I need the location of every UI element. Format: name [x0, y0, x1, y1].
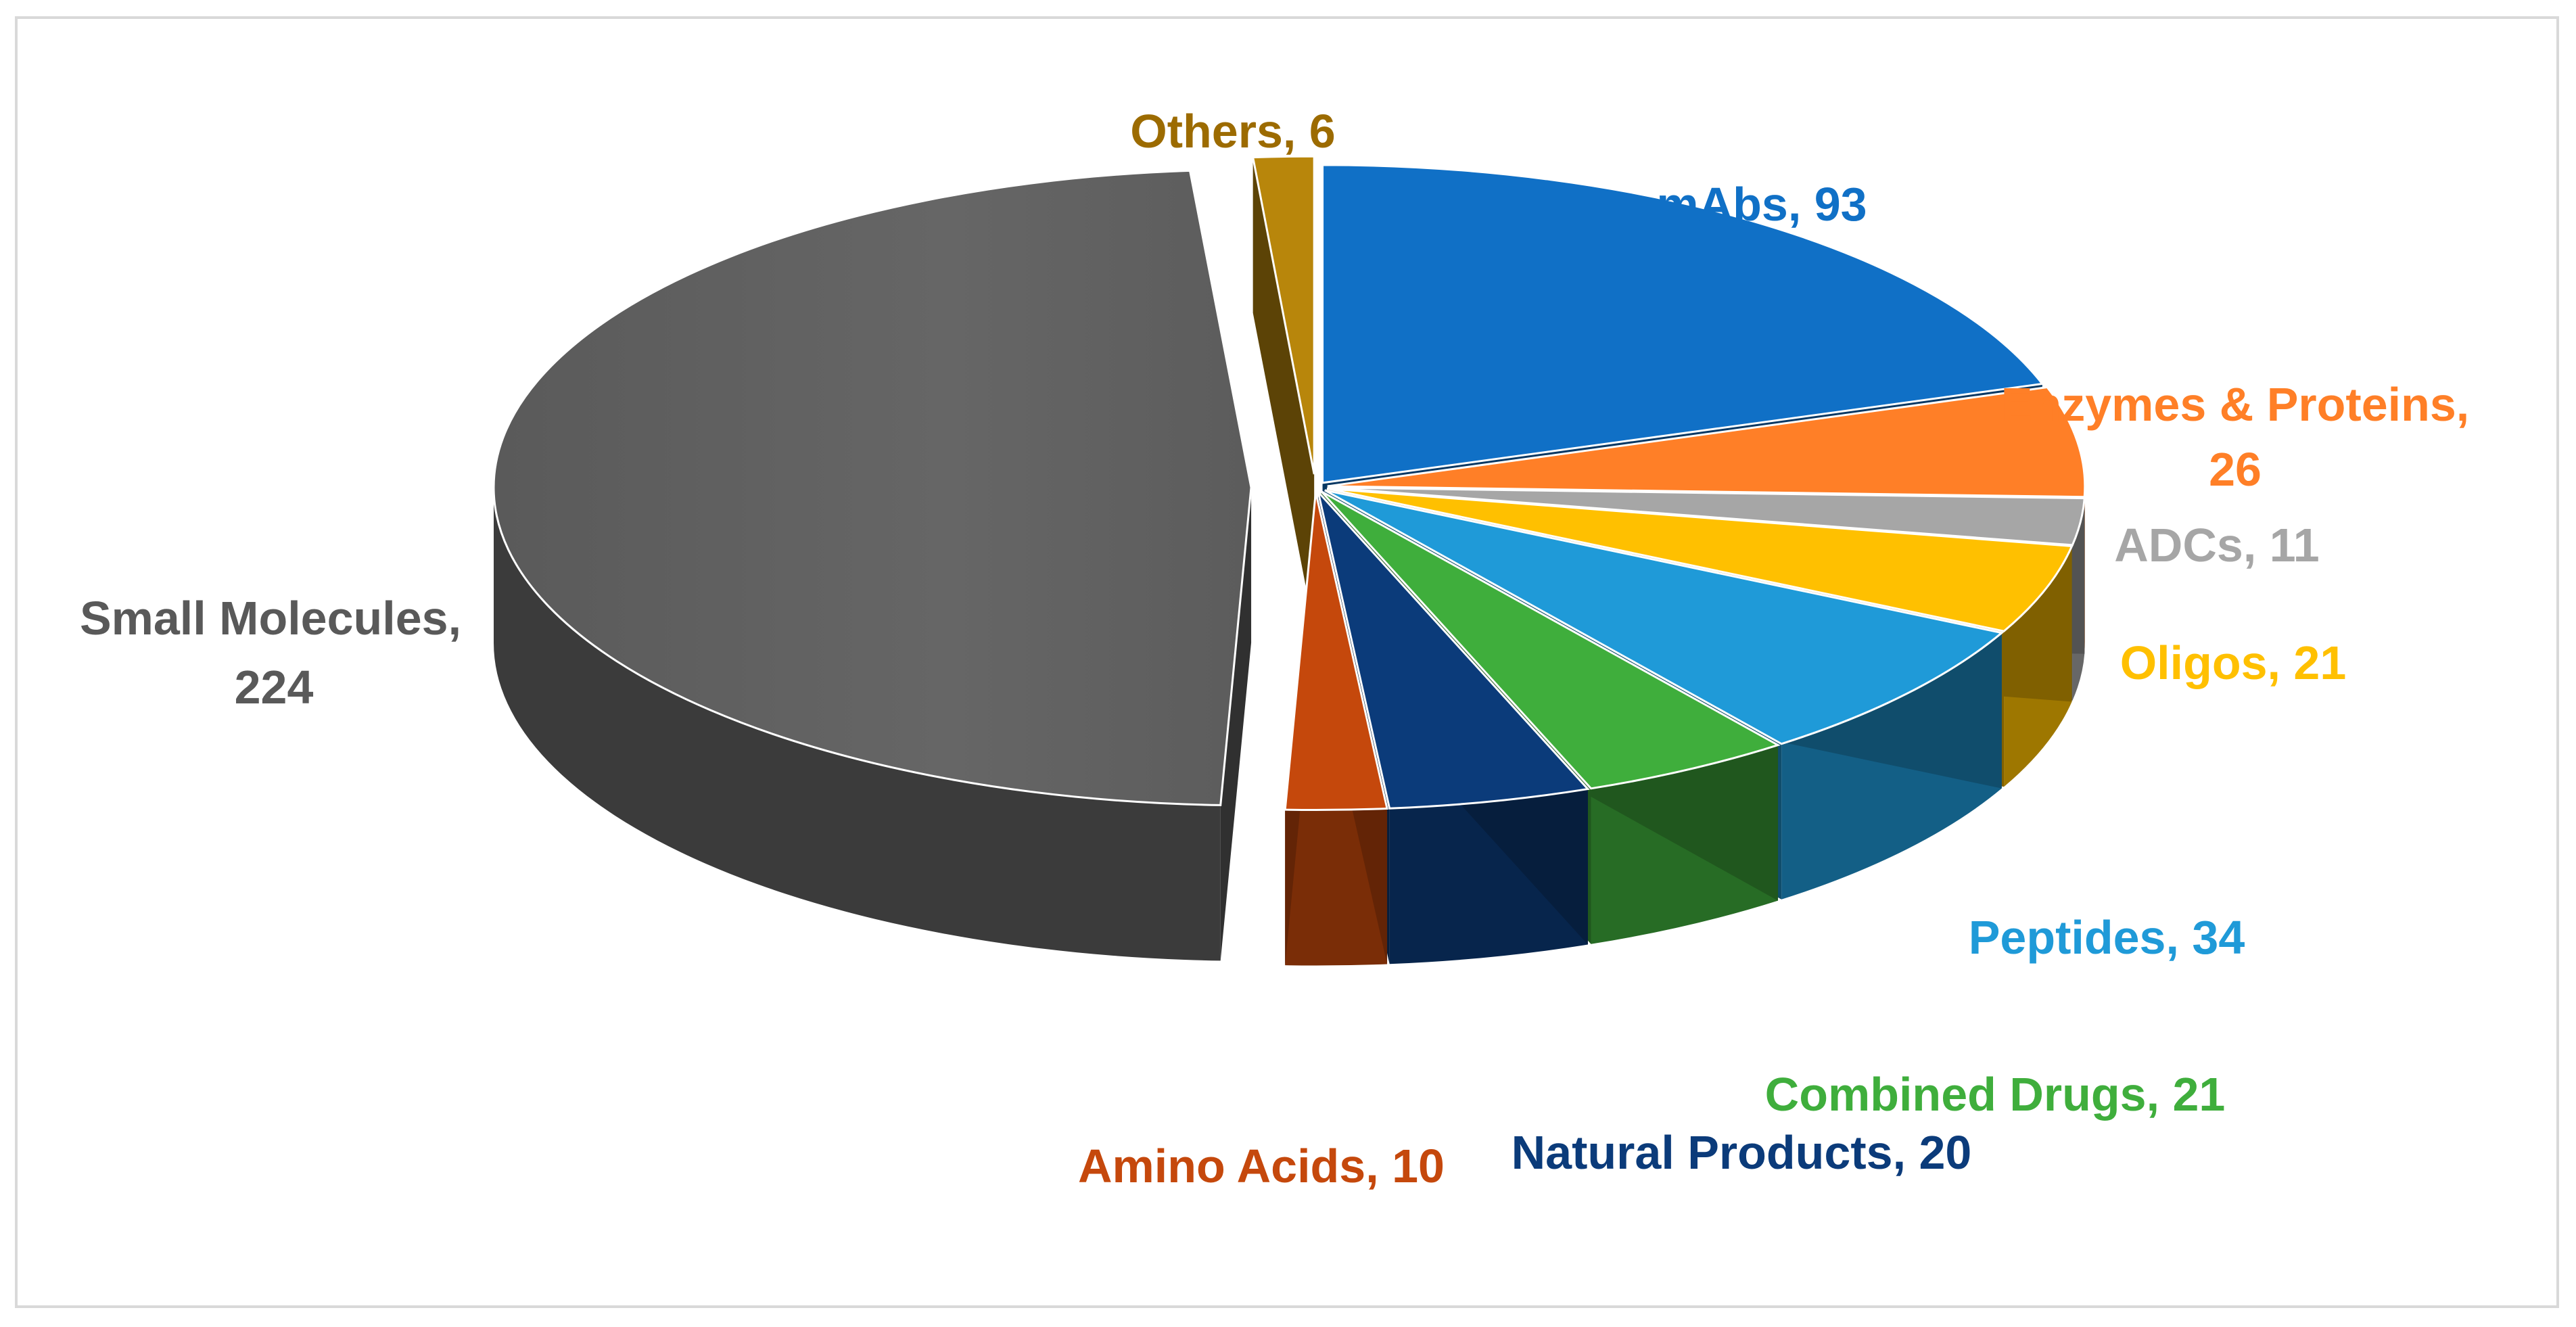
- slice-peptides: [1324, 489, 2005, 745]
- label-enzymes-proteins-line2: 26: [2209, 443, 2262, 496]
- label-oligos: Oligos, 21: [2120, 636, 2347, 689]
- slice-natural-products: [1316, 488, 1590, 810]
- label-mabs: mAbs, 93: [1656, 178, 1867, 231]
- slice-mabs: [1321, 164, 2044, 484]
- labels-layer: mAbs, 93 Enzymes & Proteins, 26 ADCs, 11…: [80, 105, 2469, 1192]
- slice-side-enzymes-proteins: [2084, 486, 2085, 653]
- slice-side-small-molecules: [494, 487, 1221, 961]
- slice-combined-drugs: [1320, 490, 1781, 790]
- slices-layer: [492, 155, 2086, 966]
- slice-adcs: [1327, 486, 2086, 546]
- label-small-molecules-line1: Small Molecules,: [80, 592, 461, 645]
- label-small-molecules-line2: 224: [235, 661, 314, 714]
- label-enzymes-proteins-line1: Enzymes & Proteins,: [2001, 378, 2469, 431]
- slice-oligos: [1326, 487, 2074, 632]
- label-peptides: Peptides, 34: [1969, 911, 2245, 964]
- label-natural-products: Natural Products, 20: [1512, 1126, 1972, 1179]
- label-others: Others, 6: [1130, 105, 1335, 158]
- slice-cut-small-molecules-0: [1220, 487, 1252, 961]
- slice-others: [1251, 155, 1315, 475]
- slice-small-molecules: [492, 169, 1252, 806]
- label-amino-acids: Amino Acids, 10: [1078, 1140, 1445, 1192]
- label-adcs: ADCs, 11: [2114, 519, 2319, 572]
- slice-amino-acids: [1284, 492, 1388, 812]
- slice-cut-others-0: [1252, 157, 1315, 630]
- label-combined-drugs: Combined Drugs, 21: [1765, 1068, 2226, 1121]
- slice-enzymes-proteins: [1327, 386, 2086, 498]
